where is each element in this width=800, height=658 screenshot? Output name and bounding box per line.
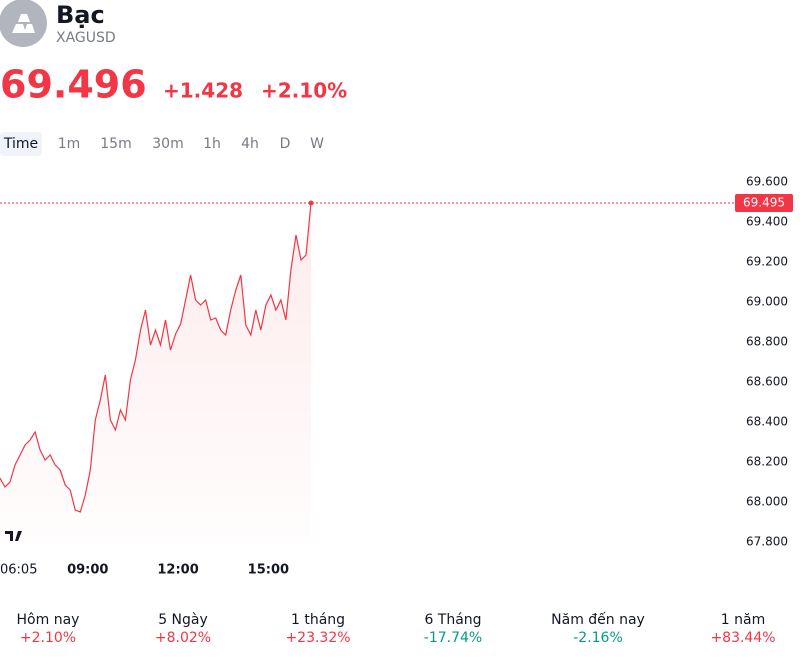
period-label[interactable]: 1 năm — [721, 612, 765, 628]
timeframe-tab[interactable]: 1m — [58, 136, 81, 152]
y-tick-label: 68.200 — [746, 455, 788, 469]
period-label[interactable]: 6 Tháng — [424, 612, 481, 628]
price: 69.496 — [0, 63, 147, 107]
icon — [0, 0, 47, 47]
y-tick-label: 69.600 — [746, 175, 788, 189]
x-tick-label: 15:00 — [248, 563, 289, 578]
last-price-box — [735, 194, 793, 212]
symbol: XAGUSD — [56, 30, 116, 46]
timeframe-tab[interactable]: 30m — [152, 136, 183, 152]
y-tick-label: 69.000 — [746, 295, 788, 309]
y-tick-label: 68.600 — [746, 375, 788, 389]
timeframe-tab[interactable]: 1h — [203, 136, 221, 152]
period-label[interactable]: Hôm nay — [17, 612, 80, 628]
timeframe-tab[interactable]: 4h — [241, 136, 259, 152]
timeframe-tab[interactable]: Time — [3, 136, 38, 152]
period-value[interactable]: +23.32% — [285, 630, 350, 646]
y-tick-label: 68.000 — [746, 495, 788, 509]
y-tick-label: 67.800 — [746, 535, 788, 549]
period-label[interactable]: Năm đến nay — [551, 611, 645, 628]
y-tick-label: 69.400 — [746, 215, 788, 229]
x-tick-label: 09:00 — [67, 563, 108, 578]
y-tick-label: 68.800 — [746, 335, 788, 349]
icon-glyph — [12, 14, 35, 33]
price-line — [0, 202, 312, 513]
last-price-label: 69.495 — [743, 196, 785, 210]
title: Bạc — [56, 1, 105, 29]
x-tick-label: 12:00 — [157, 563, 198, 578]
change: +1.428 — [163, 79, 243, 103]
period-value[interactable]: -2.16% — [573, 630, 623, 646]
y-tick-label: 69.200 — [746, 255, 788, 269]
y-tick-label: 68.400 — [746, 415, 788, 429]
last-point — [308, 200, 314, 206]
period-value[interactable]: -17.74% — [424, 630, 482, 646]
period-value[interactable]: +8.02% — [155, 630, 211, 646]
period-value[interactable]: +83.44% — [710, 630, 775, 646]
timeframe-tab[interactable]: D — [280, 136, 291, 152]
x-tick-label: 06:05 — [0, 563, 37, 578]
area — [0, 203, 311, 544]
period-value[interactable]: +2.10% — [20, 630, 76, 646]
timeframe-tab[interactable]: 15m — [100, 136, 131, 152]
timeframe-tab[interactable]: W — [310, 136, 324, 152]
change-pct: +2.10% — [261, 79, 347, 103]
period-label[interactable]: 5 Ngày — [158, 612, 208, 628]
tab-active-bg — [0, 132, 42, 156]
period-label[interactable]: 1 tháng — [291, 612, 345, 628]
